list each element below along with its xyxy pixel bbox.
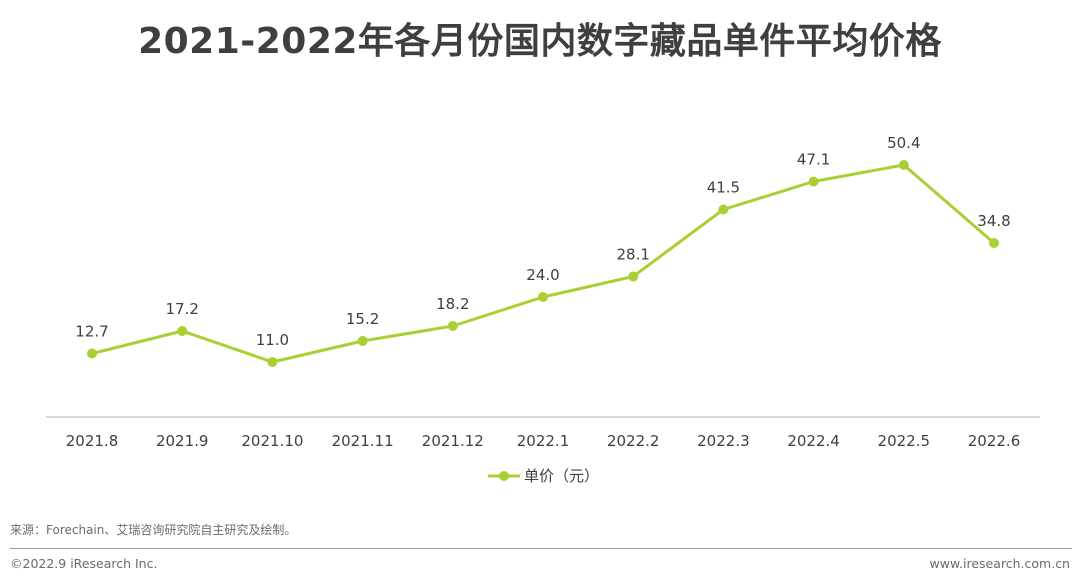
data-label: 12.7 — [75, 323, 108, 341]
series-line — [91, 163, 995, 364]
data-point — [628, 271, 639, 282]
line-chart: 2021.8 2021.9 2021.10 2021.11 2021.12 2022.1 2… — [46, 134, 1040, 485]
data-point — [87, 348, 97, 359]
x-tick-label: 2022.6 — [968, 432, 1021, 450]
x-tick-label: 2022.4 — [787, 432, 840, 450]
data-point — [898, 160, 909, 170]
data-label: 50.4 — [887, 134, 920, 152]
data-point — [267, 357, 278, 367]
x-tick-label: 2021.11 — [332, 432, 394, 450]
data-point — [447, 321, 458, 331]
data-label: 34.8 — [977, 212, 1010, 230]
x-tick-label: 2021.8 — [66, 432, 119, 450]
copyright-text: ©2022.9 iResearch Inc. — [10, 556, 158, 571]
data-label: 47.1 — [797, 151, 830, 169]
data-label: 17.2 — [165, 300, 198, 318]
x-tick-label: 2021.12 — [422, 432, 484, 450]
x-tick-label: 2022.1 — [517, 432, 570, 450]
data-label: 15.2 — [346, 310, 379, 328]
data-point — [808, 176, 819, 187]
data-label: 24.0 — [526, 266, 559, 284]
legend-marker — [499, 471, 509, 481]
source-note: 来源：Forechain、艾瑞咨询研究院自主研究及绘制。 — [10, 523, 297, 537]
data-point — [177, 326, 188, 336]
x-tick-label: 2022.2 — [607, 432, 660, 450]
data-label: 11.0 — [256, 331, 289, 349]
chart-title: 2021-2022年各月份国内数字藏品单件平均价格 — [138, 21, 942, 62]
data-point — [538, 292, 548, 302]
x-tick-label: 2022.5 — [878, 432, 931, 450]
website-link[interactable]: www.iresearch.com.cn — [929, 556, 1071, 571]
footer-divider — [10, 548, 1072, 549]
x-tick-label: 2022.3 — [697, 432, 750, 450]
data-point — [357, 336, 368, 346]
data-point — [718, 204, 729, 215]
data-label: 28.1 — [616, 246, 649, 264]
data-label: 41.5 — [707, 179, 740, 197]
data-point — [989, 238, 999, 248]
legend-label: 单价（元） — [524, 467, 599, 485]
x-tick-label: 2021.9 — [156, 432, 209, 450]
data-label: 18.2 — [436, 295, 469, 313]
x-tick-label: 2021.10 — [241, 432, 303, 450]
